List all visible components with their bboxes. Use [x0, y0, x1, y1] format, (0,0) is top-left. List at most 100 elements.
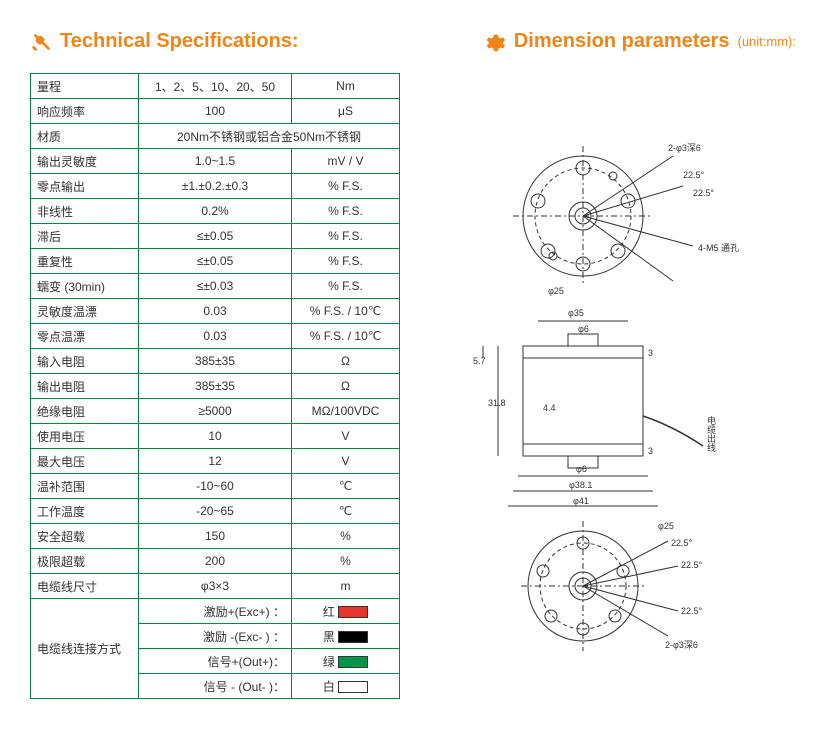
- row-label: 非线性: [31, 199, 139, 224]
- row-value: 0.03: [139, 324, 292, 349]
- row-unit: ℃: [292, 474, 400, 499]
- svg-text:22.5°: 22.5°: [681, 560, 703, 570]
- row-value: 20Nm不锈钢或铝合金50Nm不锈钢: [139, 124, 400, 149]
- cable-color: 白: [292, 674, 400, 699]
- svg-text:4-M5 通孔: 4-M5 通孔: [698, 243, 739, 253]
- row-value: 1.0~1.5: [139, 149, 292, 174]
- table-row: 零点温漂0.03% F.S. / 10℃: [31, 324, 400, 349]
- row-label: 绝缘电阻: [31, 399, 139, 424]
- svg-text:2-φ3深6: 2-φ3深6: [668, 143, 701, 153]
- svg-text:3: 3: [648, 348, 653, 358]
- color-swatch: [338, 631, 368, 643]
- row-unit: m: [292, 574, 400, 599]
- row-label: 灵敏度温漂: [31, 299, 139, 324]
- table-row: 工作温度-20~65℃: [31, 499, 400, 524]
- table-row: 输出灵敏度1.0~1.5mV / V: [31, 149, 400, 174]
- cable-label: 电缆线连接方式: [31, 599, 139, 699]
- table-row: 滞后≤±0.05% F.S.: [31, 224, 400, 249]
- table-row: 响应频率100μS: [31, 99, 400, 124]
- row-value: 385±35: [139, 349, 292, 374]
- row-value: ≤±0.05: [139, 224, 292, 249]
- table-row: 绝缘电阻≥5000MΩ/100VDC: [31, 399, 400, 424]
- color-swatch: [338, 681, 368, 693]
- row-label: 材质: [31, 124, 139, 149]
- svg-text:31.8: 31.8: [488, 398, 506, 408]
- color-swatch: [338, 606, 368, 618]
- row-label: 滞后: [31, 224, 139, 249]
- svg-text:5.7: 5.7: [473, 356, 486, 366]
- row-value: 200: [139, 549, 292, 574]
- dim-param-heading: Dimension parameters (unit:mm):: [484, 30, 796, 53]
- table-row: 非线性0.2%% F.S.: [31, 199, 400, 224]
- row-value: ≤±0.05: [139, 249, 292, 274]
- row-unit: Ω: [292, 374, 400, 399]
- svg-text:φ38.1: φ38.1: [569, 480, 592, 490]
- row-value: 100: [139, 99, 292, 124]
- svg-text:22.5°: 22.5°: [671, 538, 693, 548]
- row-unit: % F.S. / 10℃: [292, 299, 400, 324]
- row-label: 最大电压: [31, 449, 139, 474]
- row-value: 1、2、5、10、20、50: [139, 74, 292, 99]
- table-row: 极限超载200%: [31, 549, 400, 574]
- row-label: 使用电压: [31, 424, 139, 449]
- row-value: 0.03: [139, 299, 292, 324]
- cable-color: 黑: [292, 624, 400, 649]
- row-value: 0.2%: [139, 199, 292, 224]
- svg-text:22.5°: 22.5°: [681, 606, 703, 616]
- row-unit: % F.S.: [292, 199, 400, 224]
- row-label: 温补范围: [31, 474, 139, 499]
- row-unit: %: [292, 549, 400, 574]
- table-row: 温补范围-10~60℃: [31, 474, 400, 499]
- svg-text:22.5°: 22.5°: [683, 170, 705, 180]
- row-unit: % F.S.: [292, 274, 400, 299]
- table-row: 安全超载150%: [31, 524, 400, 549]
- svg-text:φ6: φ6: [576, 464, 587, 474]
- tech-spec-heading: Technical Specifications:: [30, 30, 299, 53]
- row-label: 重复性: [31, 249, 139, 274]
- row-label: 零点温漂: [31, 324, 139, 349]
- svg-text:3: 3: [648, 446, 653, 456]
- row-unit: mV / V: [292, 149, 400, 174]
- table-row: 零点输出±1.±0.2.±0.3% F.S.: [31, 174, 400, 199]
- gear-icon: [484, 31, 506, 53]
- table-row: 材质20Nm不锈钢或铝合金50Nm不锈钢: [31, 124, 400, 149]
- spec-table: 量程1、2、5、10、20、50Nm响应频率100μS材质20Nm不锈钢或铝合金…: [30, 73, 400, 699]
- svg-text:22.5°: 22.5°: [693, 188, 715, 198]
- row-value: φ3×3: [139, 574, 292, 599]
- row-value: 12: [139, 449, 292, 474]
- row-unit: Nm: [292, 74, 400, 99]
- cable-color: 绿: [292, 649, 400, 674]
- cable-row: 电缆线连接方式激励+(Exc+) ：红: [31, 599, 400, 624]
- row-value: -10~60: [139, 474, 292, 499]
- cable-signal: 激励 -(Exc- ) ：: [139, 624, 292, 649]
- table-row: 灵敏度温漂0.03% F.S. / 10℃: [31, 299, 400, 324]
- table-row: 输出电阻385±35Ω: [31, 374, 400, 399]
- row-unit: ℃: [292, 499, 400, 524]
- table-row: 量程1、2、5、10、20、50Nm: [31, 74, 400, 99]
- row-value: ±1.±0.2.±0.3: [139, 174, 292, 199]
- table-row: 重复性≤±0.05% F.S.: [31, 249, 400, 274]
- row-label: 电缆线尺寸: [31, 574, 139, 599]
- row-label: 安全超载: [31, 524, 139, 549]
- row-value: 150: [139, 524, 292, 549]
- row-unit: V: [292, 424, 400, 449]
- dimension-diagram: 2-φ3深6 22.5° 22.5° 4-M5 通孔 φ25 φ35 φ6 5.7 3…: [430, 73, 796, 699]
- row-label: 响应频率: [31, 99, 139, 124]
- table-row: 最大电压12V: [31, 449, 400, 474]
- row-label: 输出电阻: [31, 374, 139, 399]
- row-unit: % F.S.: [292, 224, 400, 249]
- table-row: 蠕变 (30min)≤±0.03% F.S.: [31, 274, 400, 299]
- row-value: ≥5000: [139, 399, 292, 424]
- row-label: 输入电阻: [31, 349, 139, 374]
- row-unit: % F.S.: [292, 174, 400, 199]
- cable-signal: 信号 - (Out- )：: [139, 674, 292, 699]
- table-row: 使用电压10V: [31, 424, 400, 449]
- dim-heading-text: Dimension parameters: [514, 30, 730, 53]
- cable-signal: 信号+(Out+)：: [139, 649, 292, 674]
- tech-heading-text: Technical Specifications:: [60, 30, 299, 53]
- row-value: 385±35: [139, 374, 292, 399]
- row-label: 蠕变 (30min): [31, 274, 139, 299]
- svg-text:φ41: φ41: [573, 496, 589, 506]
- svg-text:φ35: φ35: [568, 308, 584, 318]
- svg-text:φ25: φ25: [548, 286, 564, 296]
